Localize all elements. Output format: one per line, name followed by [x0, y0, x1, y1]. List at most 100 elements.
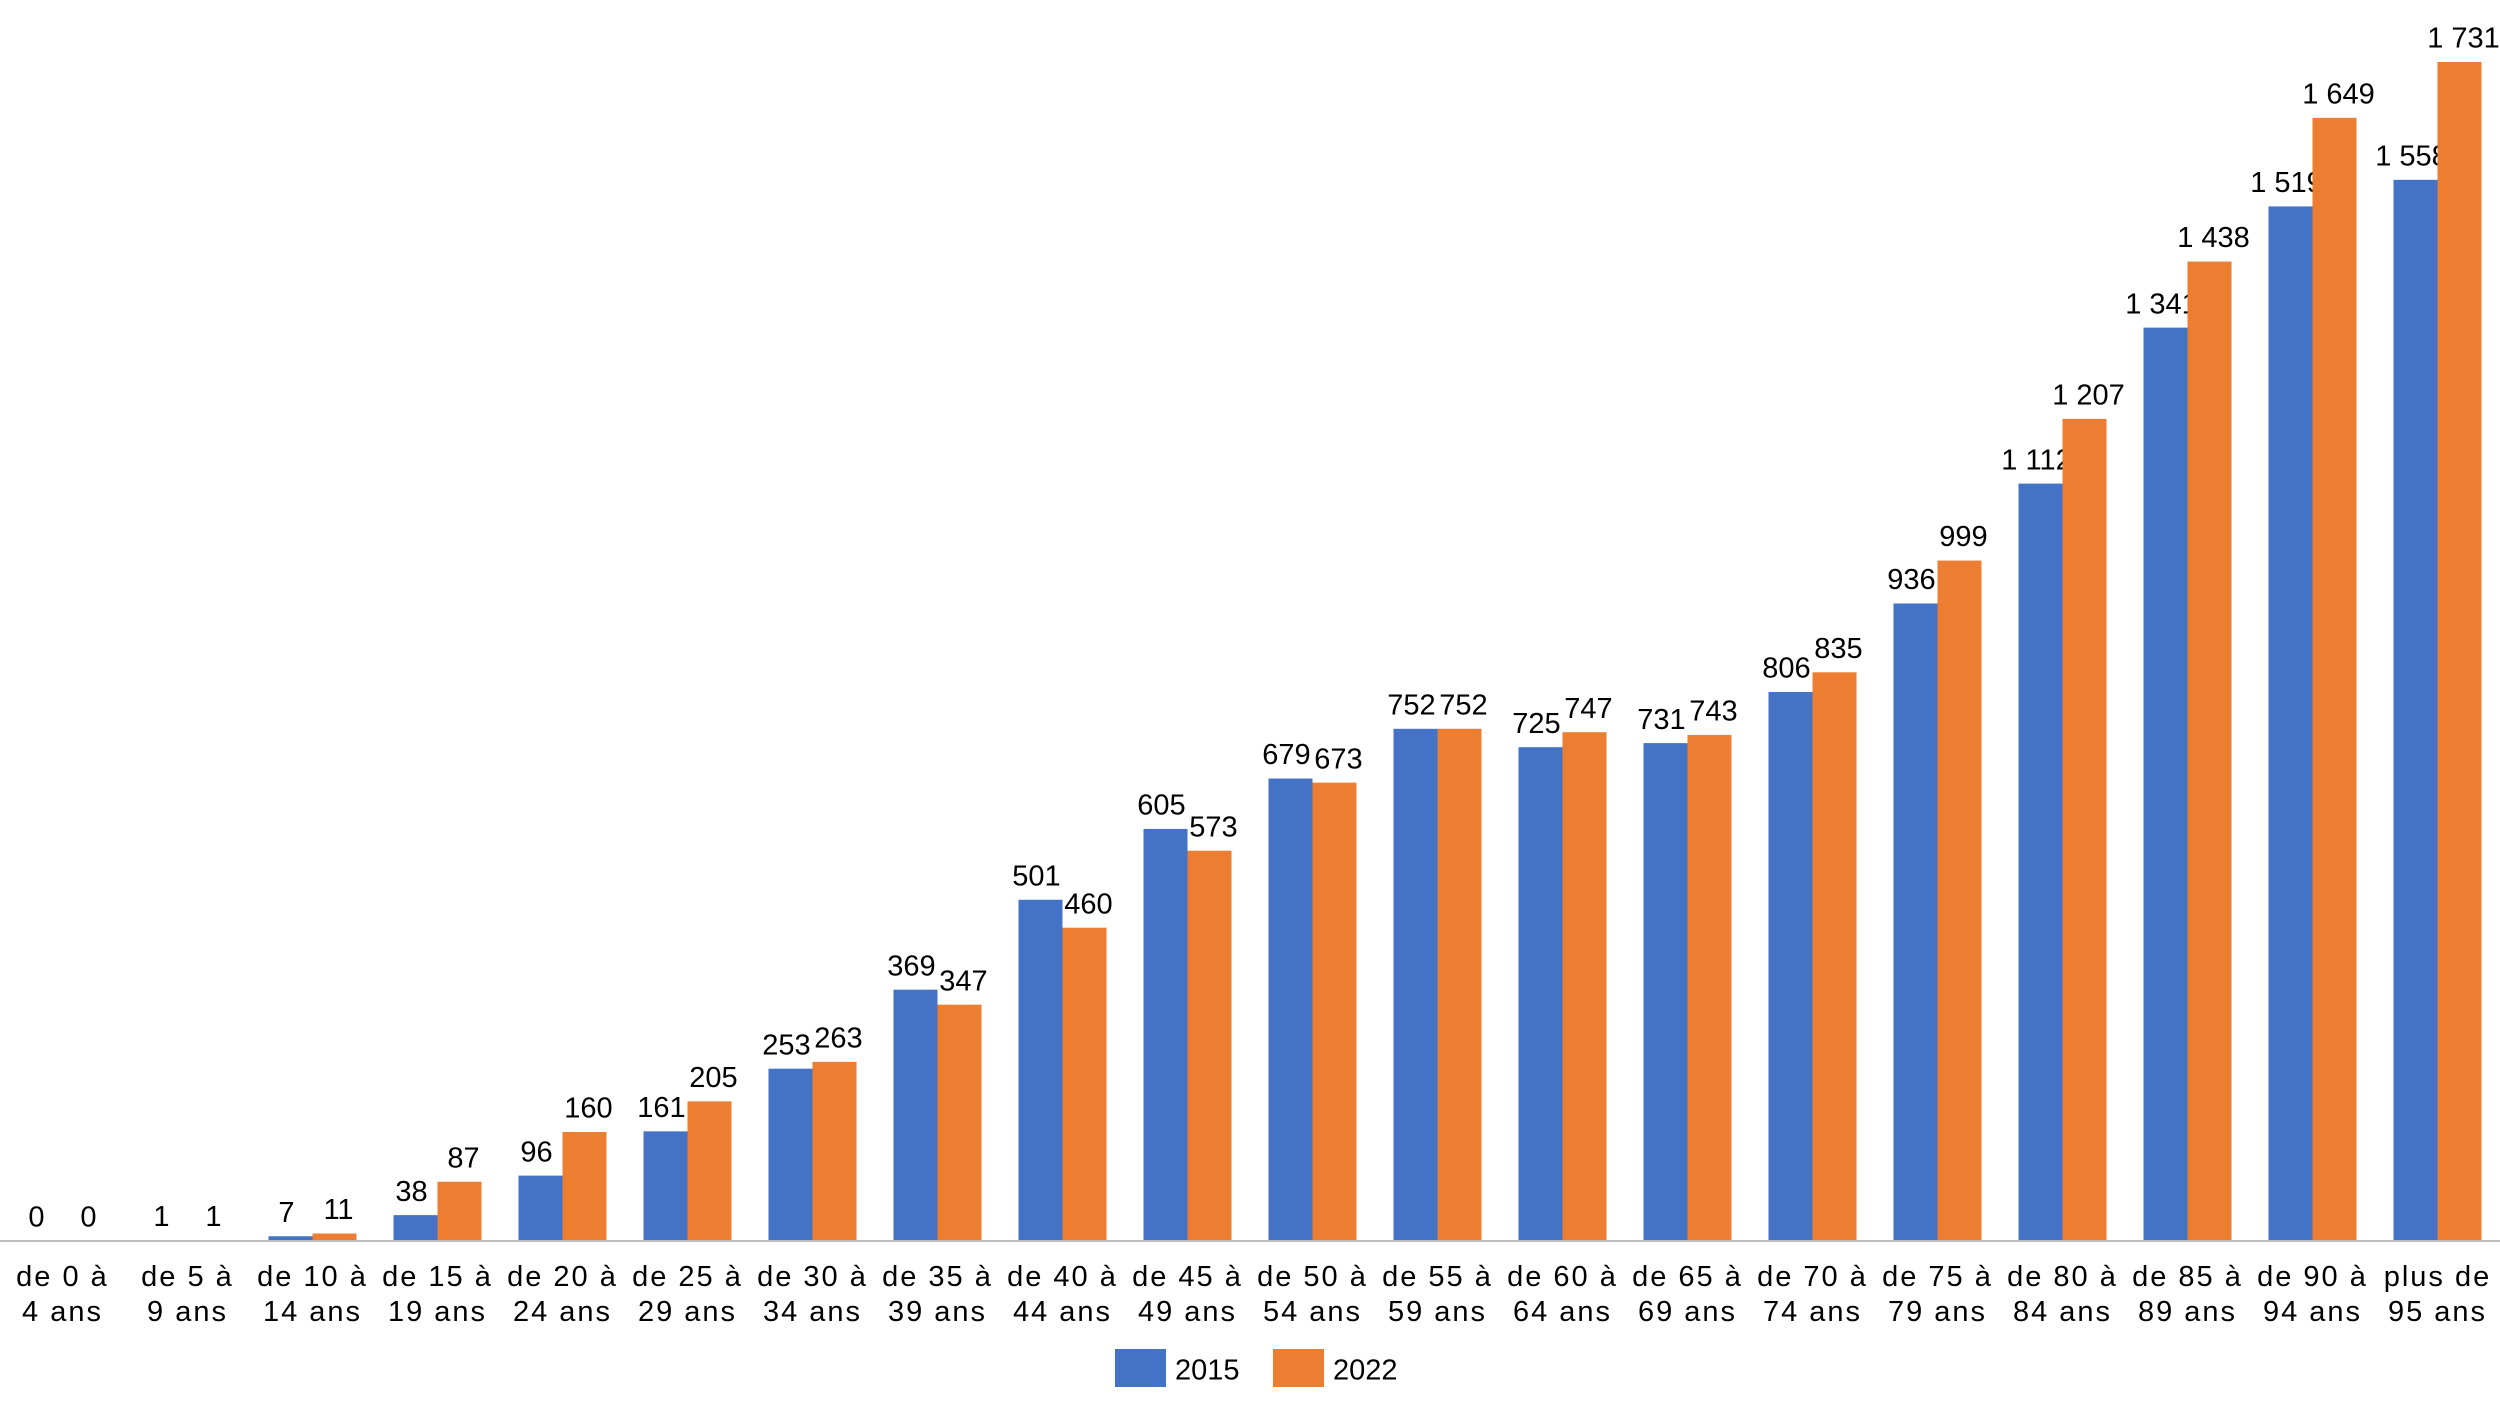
value-label: 0 — [80, 1202, 96, 1234]
value-label: 205 — [689, 1062, 737, 1094]
bar — [812, 1061, 857, 1241]
value-label: 96 — [520, 1136, 552, 1168]
bar — [687, 1101, 732, 1241]
x-tick-label: de 20 à 24 ans — [507, 1261, 618, 1328]
x-tick-label: de 75 à 79 ans — [1882, 1261, 1993, 1328]
x-tick-label: de 80 à 84 ans — [2007, 1261, 2118, 1328]
value-label: 253 — [762, 1029, 810, 1061]
x-tick-label: de 55 à 59 ans — [1382, 1261, 1493, 1328]
bar — [1562, 732, 1607, 1241]
bar — [2437, 62, 2482, 1241]
bar — [1768, 692, 1813, 1241]
value-label: 0 — [28, 1202, 44, 1234]
value-label: 160 — [564, 1093, 612, 1125]
value-label: 835 — [1814, 633, 1862, 665]
bar — [1518, 747, 1563, 1241]
bar — [1187, 850, 1232, 1241]
x-tick-label: plus de 95 ans — [2384, 1261, 2492, 1328]
bar — [2268, 206, 2313, 1241]
value-label: 1 207 — [2052, 380, 2125, 412]
x-tick-label: de 45 à 49 ans — [1132, 1261, 1243, 1328]
legend-swatch — [1273, 1349, 1324, 1387]
value-label: 1 341 — [2125, 288, 2198, 320]
bar — [268, 1236, 313, 1241]
x-tick-label: de 35 à 39 ans — [882, 1261, 993, 1328]
value-label: 806 — [1762, 653, 1810, 685]
bar — [937, 1004, 982, 1241]
value-label: 1 519 — [2250, 167, 2323, 199]
value-label: 731 — [1637, 704, 1685, 736]
value-label: 1 731 — [2427, 23, 2500, 55]
bar — [1437, 728, 1482, 1241]
x-tick-label: de 90 à 94 ans — [2257, 1261, 2368, 1328]
bar — [2312, 117, 2357, 1241]
bar — [893, 989, 938, 1241]
x-tick-label: de 70 à 74 ans — [1757, 1261, 1868, 1328]
bar — [1812, 672, 1857, 1241]
value-label: 605 — [1137, 790, 1185, 822]
x-tick-label: de 15 à 19 ans — [382, 1261, 493, 1328]
value-label: 460 — [1064, 888, 1112, 920]
x-tick-label: de 60 à 64 ans — [1507, 1261, 1618, 1328]
bar — [312, 1233, 357, 1241]
bar — [2143, 327, 2188, 1241]
bar — [437, 1181, 482, 1241]
value-label: 1 438 — [2177, 222, 2250, 254]
value-label: 752 — [1387, 689, 1435, 721]
value-label: 743 — [1689, 696, 1737, 728]
value-label: 11 — [323, 1194, 353, 1226]
value-label: 7 — [278, 1197, 294, 1229]
value-label: 573 — [1189, 811, 1237, 843]
x-tick-label: de 50 à 54 ans — [1257, 1261, 1368, 1328]
value-label: 673 — [1314, 743, 1362, 775]
x-tick-label: de 10 à 14 ans — [257, 1261, 368, 1328]
bar — [1062, 927, 1107, 1241]
value-label: 1 649 — [2302, 79, 2375, 111]
value-label: 369 — [887, 950, 935, 982]
value-label: 263 — [814, 1023, 862, 1055]
bar — [768, 1068, 813, 1241]
bar — [1893, 603, 1938, 1241]
value-label: 936 — [1887, 564, 1935, 596]
bar — [1018, 899, 1063, 1241]
x-tick-label: de 85 à 89 ans — [2132, 1261, 2243, 1328]
x-tick-label: de 25 à 29 ans — [632, 1261, 743, 1328]
bar — [1143, 828, 1188, 1241]
bar — [518, 1175, 563, 1241]
bar — [1937, 560, 1982, 1241]
value-label: 161 — [637, 1092, 685, 1124]
value-label: 501 — [1012, 860, 1060, 892]
bar — [562, 1132, 607, 1241]
bar — [1643, 743, 1688, 1241]
bar — [1312, 782, 1357, 1241]
bar — [393, 1215, 438, 1241]
value-label: 347 — [939, 965, 987, 997]
bar — [2018, 483, 2063, 1242]
bar — [2393, 179, 2438, 1241]
value-label: 1 558 — [2375, 140, 2448, 172]
bar — [2062, 418, 2107, 1241]
value-label: 38 — [395, 1176, 427, 1208]
bar — [643, 1131, 688, 1241]
value-label: 747 — [1564, 693, 1612, 725]
value-label: 1 112 — [2001, 444, 2071, 476]
bar — [1268, 778, 1313, 1241]
value-label: 1 — [153, 1201, 169, 1233]
x-tick-label: de 40 à 44 ans — [1007, 1261, 1118, 1328]
x-tick-label: de 65 à 69 ans — [1632, 1261, 1743, 1328]
bar — [2187, 261, 2232, 1241]
value-label: 752 — [1439, 689, 1487, 721]
value-label: 1 — [205, 1201, 221, 1233]
value-label: 999 — [1939, 521, 1987, 553]
legend-swatch — [1115, 1349, 1166, 1387]
legend-label: 2015 — [1175, 1355, 1240, 1387]
value-label: 679 — [1262, 739, 1310, 771]
bar — [1687, 734, 1732, 1241]
value-label: 87 — [447, 1142, 479, 1174]
bar — [1393, 728, 1438, 1241]
x-tick-label: de 30 à 34 ans — [757, 1261, 868, 1328]
value-label: 725 — [1512, 708, 1560, 740]
